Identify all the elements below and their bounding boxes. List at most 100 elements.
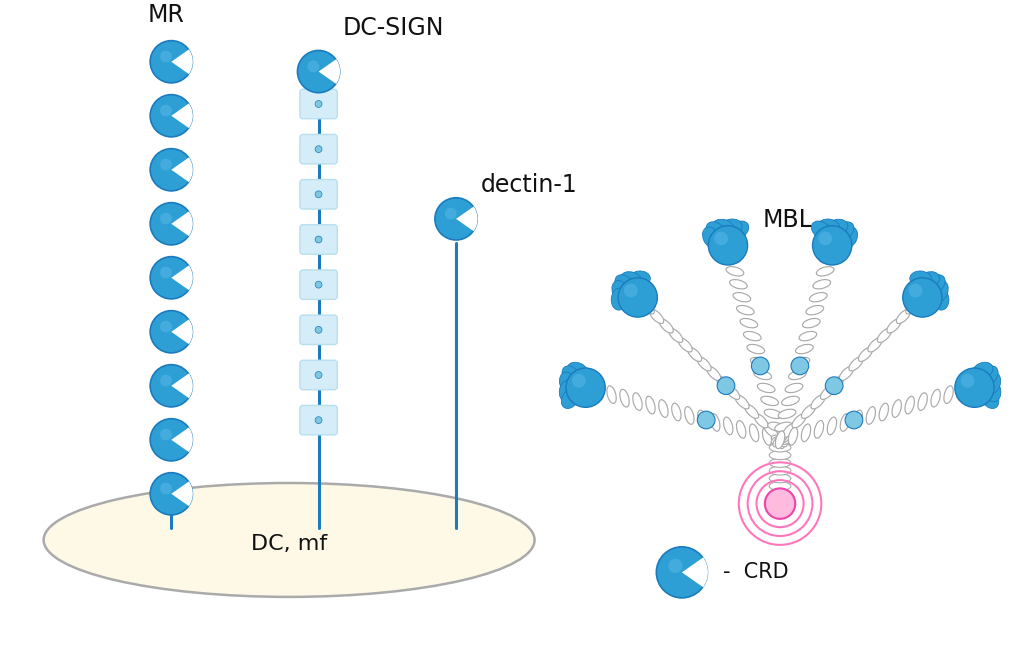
- Ellipse shape: [906, 300, 920, 314]
- Ellipse shape: [733, 293, 751, 302]
- Circle shape: [765, 488, 796, 519]
- Circle shape: [160, 105, 172, 116]
- Ellipse shape: [778, 409, 796, 419]
- Ellipse shape: [736, 306, 754, 315]
- Ellipse shape: [840, 366, 854, 380]
- Ellipse shape: [754, 370, 771, 380]
- Circle shape: [160, 158, 172, 171]
- Ellipse shape: [981, 388, 998, 408]
- Circle shape: [151, 311, 193, 353]
- Ellipse shape: [726, 385, 739, 399]
- Circle shape: [160, 320, 172, 333]
- Ellipse shape: [702, 227, 720, 248]
- Circle shape: [435, 198, 477, 240]
- Circle shape: [812, 225, 852, 265]
- Circle shape: [160, 50, 172, 63]
- Ellipse shape: [724, 417, 733, 435]
- Ellipse shape: [768, 422, 785, 432]
- Ellipse shape: [687, 348, 701, 362]
- Circle shape: [160, 483, 172, 494]
- Circle shape: [151, 256, 193, 299]
- Ellipse shape: [769, 435, 791, 444]
- Circle shape: [908, 284, 923, 297]
- Circle shape: [151, 95, 193, 137]
- Ellipse shape: [633, 393, 642, 410]
- Ellipse shape: [809, 293, 827, 302]
- Ellipse shape: [720, 219, 742, 235]
- Text: DC, mf: DC, mf: [251, 534, 328, 554]
- Circle shape: [151, 149, 193, 191]
- Circle shape: [825, 377, 843, 395]
- Circle shape: [297, 50, 340, 92]
- Circle shape: [954, 368, 994, 408]
- Ellipse shape: [802, 424, 811, 442]
- Wedge shape: [171, 266, 193, 290]
- Ellipse shape: [926, 275, 945, 294]
- Ellipse shape: [811, 221, 831, 239]
- Ellipse shape: [919, 272, 939, 288]
- Ellipse shape: [814, 421, 823, 438]
- Ellipse shape: [629, 271, 650, 287]
- Ellipse shape: [761, 396, 778, 406]
- Circle shape: [151, 419, 193, 461]
- Ellipse shape: [773, 433, 787, 447]
- Ellipse shape: [743, 331, 761, 340]
- Ellipse shape: [713, 219, 734, 235]
- Ellipse shape: [785, 383, 803, 393]
- Ellipse shape: [561, 388, 580, 408]
- Ellipse shape: [781, 396, 800, 406]
- Ellipse shape: [607, 386, 616, 404]
- Ellipse shape: [944, 386, 953, 404]
- Ellipse shape: [581, 379, 590, 397]
- Ellipse shape: [879, 403, 889, 421]
- Ellipse shape: [782, 423, 797, 437]
- Circle shape: [566, 368, 605, 408]
- Ellipse shape: [562, 366, 581, 386]
- Circle shape: [656, 547, 708, 598]
- Ellipse shape: [764, 409, 782, 419]
- Circle shape: [315, 417, 322, 424]
- Ellipse shape: [775, 422, 793, 432]
- Circle shape: [315, 326, 322, 333]
- Ellipse shape: [823, 241, 841, 250]
- Ellipse shape: [892, 400, 901, 417]
- Ellipse shape: [816, 267, 835, 276]
- Ellipse shape: [829, 376, 844, 390]
- Ellipse shape: [669, 328, 683, 342]
- Ellipse shape: [659, 319, 673, 333]
- Wedge shape: [682, 557, 708, 587]
- Ellipse shape: [678, 338, 692, 352]
- Circle shape: [791, 357, 809, 375]
- Ellipse shape: [813, 280, 830, 289]
- Ellipse shape: [769, 451, 791, 460]
- Ellipse shape: [799, 331, 817, 340]
- Ellipse shape: [820, 254, 838, 263]
- Circle shape: [571, 374, 586, 388]
- Text: DC-SIGN: DC-SIGN: [343, 16, 444, 40]
- Circle shape: [315, 146, 322, 152]
- Circle shape: [151, 365, 193, 407]
- Ellipse shape: [984, 372, 1000, 393]
- Ellipse shape: [972, 362, 993, 379]
- Ellipse shape: [611, 288, 627, 310]
- Ellipse shape: [980, 366, 998, 386]
- Wedge shape: [171, 49, 193, 74]
- Circle shape: [717, 377, 735, 395]
- Ellipse shape: [769, 459, 791, 467]
- Ellipse shape: [740, 318, 758, 328]
- Text: dectin-1: dectin-1: [480, 173, 578, 197]
- Ellipse shape: [818, 219, 840, 235]
- Circle shape: [961, 374, 975, 388]
- Circle shape: [618, 278, 657, 317]
- Ellipse shape: [758, 383, 775, 393]
- Ellipse shape: [719, 241, 737, 250]
- FancyBboxPatch shape: [300, 89, 337, 119]
- Ellipse shape: [806, 306, 823, 315]
- Ellipse shape: [896, 309, 910, 324]
- Circle shape: [315, 281, 322, 288]
- Wedge shape: [318, 59, 340, 84]
- Circle shape: [315, 236, 322, 243]
- Wedge shape: [171, 211, 193, 236]
- Circle shape: [315, 371, 322, 379]
- Ellipse shape: [932, 280, 948, 302]
